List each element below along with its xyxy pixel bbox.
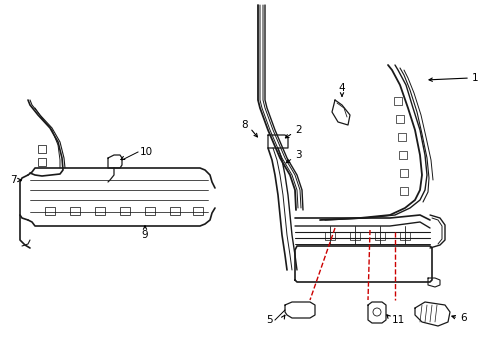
Bar — [325, 232, 334, 240]
Bar — [399, 187, 407, 195]
Bar — [397, 133, 405, 141]
Bar — [399, 232, 409, 240]
Text: 2: 2 — [294, 125, 301, 135]
Text: 9: 9 — [142, 230, 148, 240]
Bar — [95, 207, 105, 215]
Bar — [374, 232, 384, 240]
Bar — [38, 145, 46, 153]
Bar — [398, 151, 406, 159]
Text: 8: 8 — [241, 120, 247, 130]
Text: 5: 5 — [266, 315, 272, 325]
Bar — [399, 169, 407, 177]
Text: 11: 11 — [391, 315, 405, 325]
Bar — [120, 207, 130, 215]
Bar — [45, 207, 55, 215]
Bar — [38, 158, 46, 166]
Bar — [193, 207, 203, 215]
Text: 1: 1 — [471, 73, 478, 83]
Bar — [170, 207, 180, 215]
Text: 6: 6 — [459, 313, 466, 323]
Bar — [349, 232, 359, 240]
Bar — [70, 207, 80, 215]
Bar — [393, 97, 401, 105]
Text: 7: 7 — [10, 175, 17, 185]
Text: 4: 4 — [338, 83, 345, 93]
Bar — [145, 207, 155, 215]
Text: 3: 3 — [294, 150, 301, 160]
Bar — [395, 115, 403, 123]
Text: 10: 10 — [140, 147, 153, 157]
